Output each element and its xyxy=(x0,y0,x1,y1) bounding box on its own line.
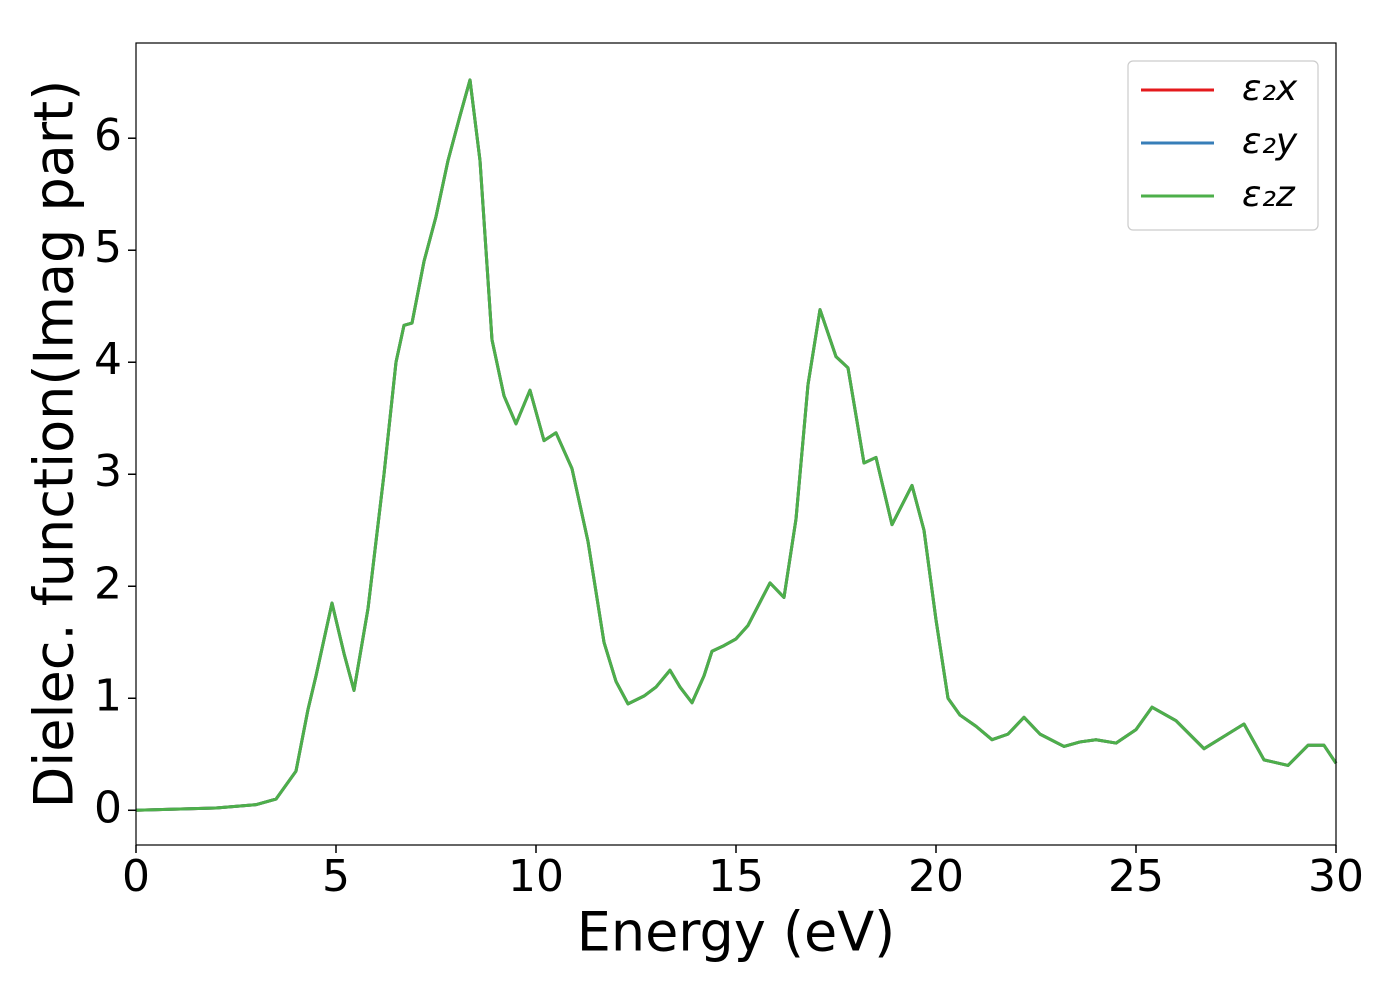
legend-label: ε₂z xyxy=(1242,174,1296,215)
x-tick-label: 30 xyxy=(1308,851,1364,902)
y-tick-label: 4 xyxy=(94,334,122,385)
y-tick-label: 2 xyxy=(94,558,122,609)
legend-box xyxy=(1127,60,1319,231)
x-tick-label: 20 xyxy=(908,851,964,902)
line-series xyxy=(135,78,1338,812)
y-tick-label: 0 xyxy=(94,782,122,833)
x-axis-label: Energy (eV) xyxy=(577,901,896,964)
legend-label: ε₂x xyxy=(1242,68,1298,109)
y-tick-label: 6 xyxy=(94,110,122,161)
x-tick-label: 5 xyxy=(322,851,350,902)
x-tick-label: 15 xyxy=(708,851,764,902)
plot-frame xyxy=(135,42,1337,846)
y-axis-label: Dielec. function(Imag part) xyxy=(23,80,86,809)
x-tick-label: 10 xyxy=(508,851,564,902)
y-tick-label: 5 xyxy=(94,222,122,273)
y-tick-label: 3 xyxy=(94,446,122,497)
legend-label: ε₂y xyxy=(1242,121,1298,162)
y-tick-label: 1 xyxy=(94,670,122,721)
x-tick-label: 0 xyxy=(122,851,150,902)
x-tick-label: 25 xyxy=(1108,851,1164,902)
